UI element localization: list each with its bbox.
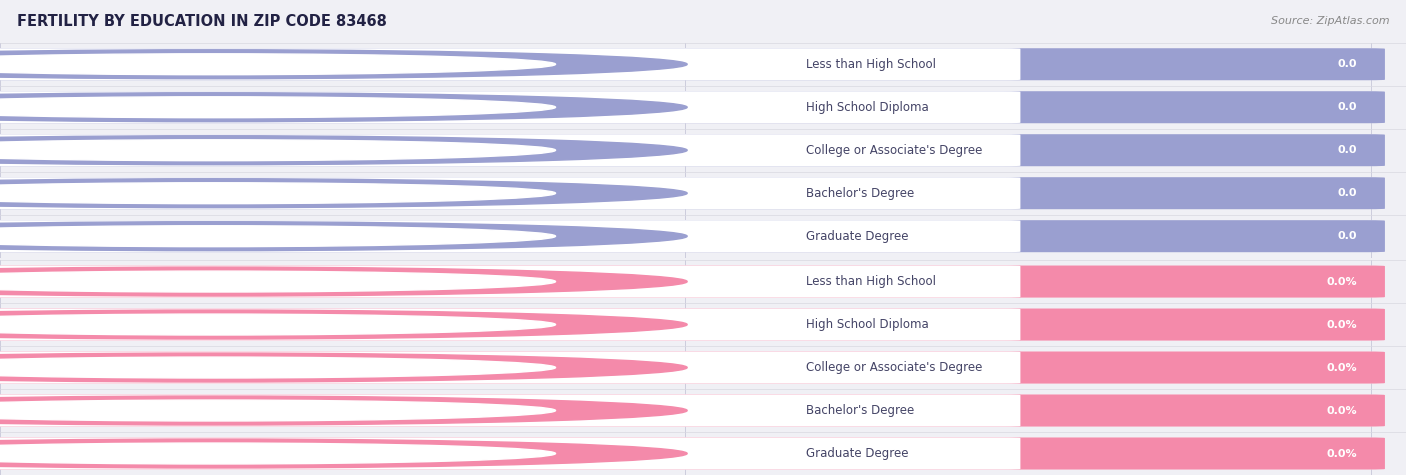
Text: 0.0%: 0.0% bbox=[1326, 362, 1357, 372]
Text: College or Associate's Degree: College or Associate's Degree bbox=[807, 144, 983, 157]
Circle shape bbox=[0, 140, 555, 161]
Text: Bachelor's Degree: Bachelor's Degree bbox=[807, 187, 915, 200]
Circle shape bbox=[0, 357, 555, 378]
Text: Graduate Degree: Graduate Degree bbox=[807, 447, 910, 460]
Circle shape bbox=[0, 267, 688, 296]
FancyBboxPatch shape bbox=[0, 134, 1385, 166]
Text: 0.0%: 0.0% bbox=[1326, 406, 1357, 416]
FancyBboxPatch shape bbox=[0, 352, 1385, 383]
Text: 0.0: 0.0 bbox=[1337, 102, 1357, 112]
Circle shape bbox=[0, 439, 688, 468]
Circle shape bbox=[0, 310, 688, 339]
Text: College or Associate's Degree: College or Associate's Degree bbox=[807, 361, 983, 374]
FancyBboxPatch shape bbox=[0, 437, 1385, 469]
FancyBboxPatch shape bbox=[0, 48, 1385, 80]
Text: Graduate Degree: Graduate Degree bbox=[807, 230, 910, 243]
Circle shape bbox=[0, 50, 688, 79]
Text: 0.0%: 0.0% bbox=[1326, 448, 1357, 458]
Text: 0.0%: 0.0% bbox=[1326, 276, 1357, 286]
FancyBboxPatch shape bbox=[0, 437, 1021, 469]
Text: High School Diploma: High School Diploma bbox=[807, 101, 929, 114]
FancyBboxPatch shape bbox=[0, 309, 1385, 341]
Circle shape bbox=[0, 136, 688, 165]
Circle shape bbox=[0, 396, 688, 425]
Text: 0.0: 0.0 bbox=[1337, 59, 1357, 69]
FancyBboxPatch shape bbox=[0, 48, 1021, 80]
FancyBboxPatch shape bbox=[0, 134, 1385, 166]
Text: Bachelor's Degree: Bachelor's Degree bbox=[807, 404, 915, 417]
FancyBboxPatch shape bbox=[0, 91, 1385, 123]
Text: Less than High School: Less than High School bbox=[807, 275, 936, 288]
Text: 0.0%: 0.0% bbox=[1326, 320, 1357, 330]
FancyBboxPatch shape bbox=[0, 177, 1021, 209]
FancyBboxPatch shape bbox=[0, 266, 1385, 297]
FancyBboxPatch shape bbox=[0, 177, 1385, 209]
FancyBboxPatch shape bbox=[0, 309, 1385, 341]
FancyBboxPatch shape bbox=[0, 220, 1021, 252]
Text: Source: ZipAtlas.com: Source: ZipAtlas.com bbox=[1271, 16, 1389, 27]
FancyBboxPatch shape bbox=[0, 48, 1385, 80]
Circle shape bbox=[0, 222, 688, 251]
Text: 0.0: 0.0 bbox=[1337, 145, 1357, 155]
FancyBboxPatch shape bbox=[0, 91, 1021, 123]
FancyBboxPatch shape bbox=[0, 220, 1385, 252]
FancyBboxPatch shape bbox=[0, 395, 1385, 427]
Circle shape bbox=[0, 183, 555, 204]
Text: FERTILITY BY EDUCATION IN ZIP CODE 83468: FERTILITY BY EDUCATION IN ZIP CODE 83468 bbox=[17, 14, 387, 29]
Circle shape bbox=[0, 93, 688, 122]
Text: 0.0: 0.0 bbox=[1337, 188, 1357, 198]
FancyBboxPatch shape bbox=[0, 352, 1021, 383]
Circle shape bbox=[0, 54, 555, 75]
Circle shape bbox=[0, 97, 555, 118]
Circle shape bbox=[0, 314, 555, 335]
Circle shape bbox=[0, 353, 688, 382]
FancyBboxPatch shape bbox=[0, 266, 1385, 297]
Circle shape bbox=[0, 179, 688, 208]
FancyBboxPatch shape bbox=[0, 352, 1385, 383]
Text: High School Diploma: High School Diploma bbox=[807, 318, 929, 331]
FancyBboxPatch shape bbox=[0, 177, 1385, 209]
Text: 0.0: 0.0 bbox=[1337, 231, 1357, 241]
FancyBboxPatch shape bbox=[0, 134, 1021, 166]
Circle shape bbox=[0, 443, 555, 464]
Text: 0.0: 0.0 bbox=[1362, 271, 1379, 282]
FancyBboxPatch shape bbox=[0, 395, 1021, 427]
FancyBboxPatch shape bbox=[0, 266, 1021, 297]
FancyBboxPatch shape bbox=[0, 395, 1385, 427]
Circle shape bbox=[0, 271, 555, 292]
FancyBboxPatch shape bbox=[0, 91, 1385, 123]
Circle shape bbox=[0, 226, 555, 247]
Text: 0.0: 0.0 bbox=[676, 271, 695, 282]
FancyBboxPatch shape bbox=[0, 437, 1385, 469]
FancyBboxPatch shape bbox=[0, 220, 1385, 252]
FancyBboxPatch shape bbox=[0, 309, 1021, 341]
Text: Less than High School: Less than High School bbox=[807, 58, 936, 71]
Text: 0.0: 0.0 bbox=[0, 271, 8, 282]
Circle shape bbox=[0, 400, 555, 421]
